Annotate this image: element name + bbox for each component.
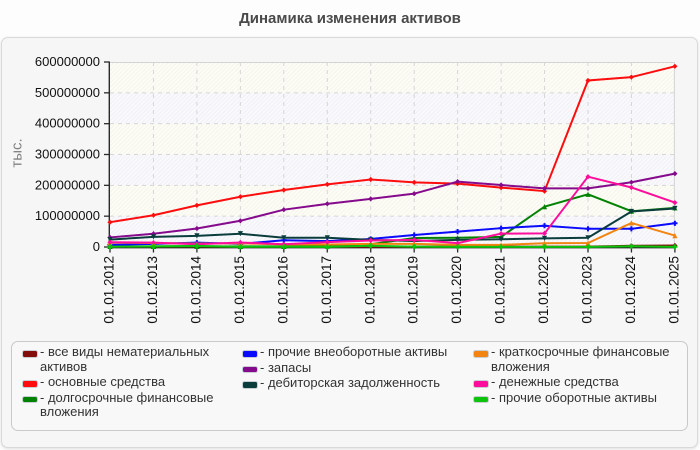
svg-text:01.01.2018: 01.01.2018 xyxy=(362,256,377,324)
svg-text:01.01.2025: 01.01.2025 xyxy=(666,256,681,324)
svg-text:01.01.2024: 01.01.2024 xyxy=(623,256,638,324)
svg-text:300000000: 300000000 xyxy=(35,147,100,162)
svg-text:01.01.2014: 01.01.2014 xyxy=(188,256,203,324)
svg-text:400000000: 400000000 xyxy=(35,116,100,131)
svg-text:600000000: 600000000 xyxy=(35,54,100,69)
svg-text:01.01.2019: 01.01.2019 xyxy=(406,256,421,324)
svg-text:500000000: 500000000 xyxy=(35,85,100,100)
svg-text:01.01.2023: 01.01.2023 xyxy=(580,256,595,324)
svg-text:01.01.2016: 01.01.2016 xyxy=(275,256,290,324)
svg-text:тыс.: тыс. xyxy=(9,138,26,167)
svg-text:01.01.2012: 01.01.2012 xyxy=(102,256,117,324)
svg-text:0: 0 xyxy=(93,239,100,254)
svg-text:01.01.2013: 01.01.2013 xyxy=(145,256,160,324)
svg-text:01.01.2015: 01.01.2015 xyxy=(232,256,247,324)
svg-text:100000000: 100000000 xyxy=(35,208,100,223)
svg-text:01.01.2022: 01.01.2022 xyxy=(536,256,551,324)
svg-text:01.01.2020: 01.01.2020 xyxy=(449,256,464,324)
svg-text:01.01.2021: 01.01.2021 xyxy=(493,256,508,324)
svg-text:01.01.2017: 01.01.2017 xyxy=(319,256,334,324)
svg-text:200000000: 200000000 xyxy=(35,177,100,192)
